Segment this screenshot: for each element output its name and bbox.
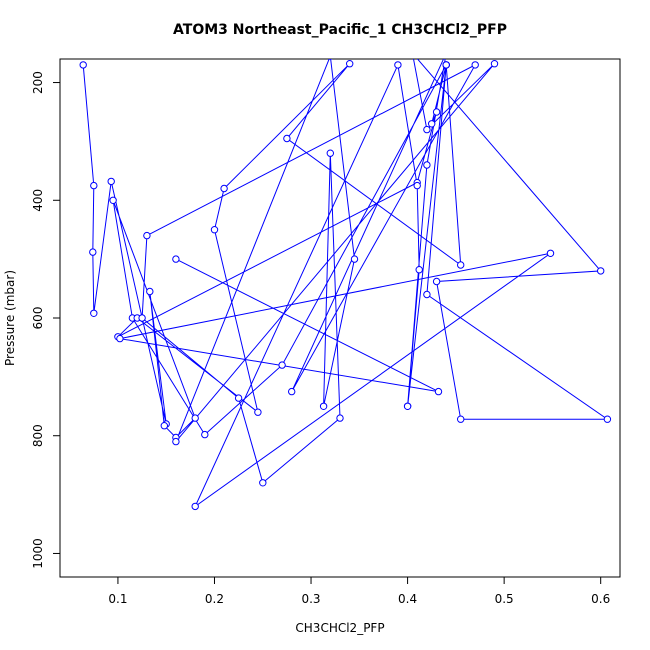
data-point (220, 184, 228, 193)
x-tick-label: 0.2 (205, 592, 224, 606)
data-point (346, 60, 354, 68)
data-point (428, 120, 436, 128)
data-point (283, 134, 291, 143)
data-point (457, 261, 465, 269)
data-point (326, 149, 334, 157)
data-point (442, 61, 450, 69)
data-point (90, 309, 98, 317)
y-tick-label: 800 (31, 424, 45, 447)
data-point (259, 479, 267, 487)
x-tick-label: 0.4 (398, 592, 417, 606)
data-point (328, 59, 333, 60)
data-point (432, 277, 441, 286)
data-point (490, 60, 499, 68)
data-point (191, 502, 199, 511)
data-point (201, 430, 209, 439)
y-axis-ticks: 200 400 600 800 1000 (31, 71, 60, 569)
data-point (423, 125, 431, 134)
data-point (394, 61, 402, 69)
y-tick-label: 400 (31, 189, 45, 212)
data-point (146, 287, 154, 296)
data-point (107, 177, 115, 186)
data-point (234, 394, 243, 402)
data-point (116, 334, 124, 343)
data-point (471, 61, 479, 69)
chart-title: ATOM3 Northeast_Pacific_1 CH3CHCl2_PFP (173, 22, 507, 38)
series-layer (79, 59, 612, 511)
data-point (138, 314, 146, 322)
series-line (82, 59, 610, 508)
data-point (423, 161, 431, 169)
data-point (288, 387, 296, 396)
plot-area (79, 59, 612, 511)
data-point (546, 249, 555, 258)
data-point (254, 408, 262, 416)
x-tick-label: 0.3 (301, 592, 320, 606)
data-point (319, 402, 328, 410)
data-point (89, 248, 97, 256)
data-point (457, 415, 465, 423)
data-point (172, 437, 180, 446)
data-point (90, 181, 98, 190)
x-tick-label: 0.1 (108, 592, 127, 606)
data-point (143, 231, 151, 240)
data-point (350, 255, 359, 263)
data-point (434, 387, 443, 396)
data-point (79, 61, 87, 69)
data-point (597, 267, 605, 275)
data-point (603, 415, 612, 423)
data-point (210, 226, 219, 234)
x-tick-label: 0.6 (591, 592, 610, 606)
data-point (432, 108, 441, 116)
data-point (423, 290, 431, 299)
y-axis-label: Pressure (mbar) (3, 270, 17, 366)
data-point (278, 361, 286, 369)
y-tick-label: 600 (31, 307, 45, 330)
y-tick-label: 1000 (31, 538, 45, 569)
data-point (336, 414, 344, 422)
data-point (413, 181, 421, 190)
data-point (172, 255, 180, 263)
x-axis-ticks: 0.1 0.2 0.3 0.4 0.5 0.6 (108, 577, 610, 606)
x-tick-label: 0.5 (495, 592, 514, 606)
data-point (109, 196, 117, 205)
data-point (403, 402, 412, 410)
y-tick-label: 200 (31, 71, 45, 94)
x-axis-label: CH3CHCl2_PFP (295, 621, 384, 635)
data-point (160, 422, 169, 430)
data-point (415, 266, 423, 274)
data-point (191, 414, 199, 422)
